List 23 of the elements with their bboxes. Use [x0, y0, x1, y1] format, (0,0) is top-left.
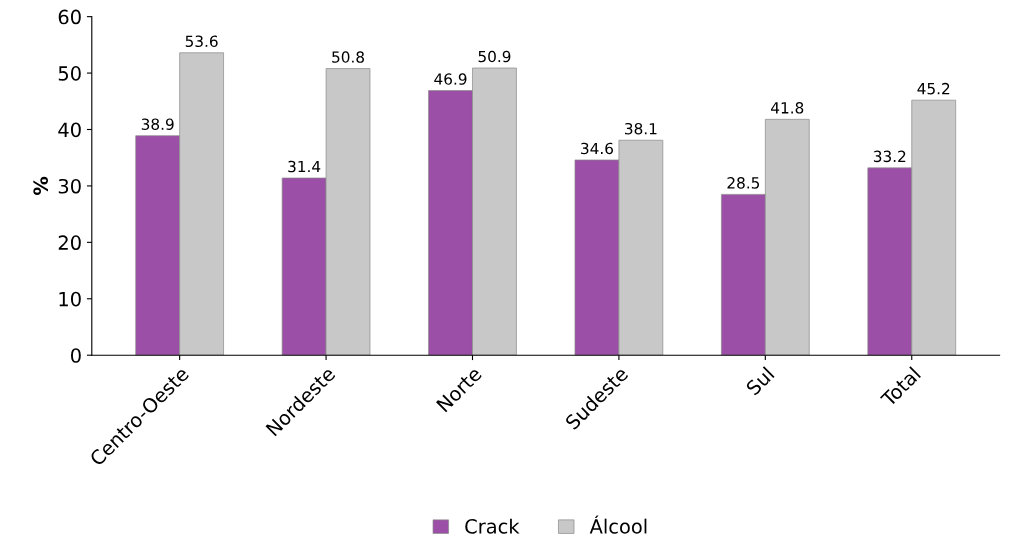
data-label: 46.9 — [434, 73, 467, 85]
y-tick-label: 30 — [58, 178, 81, 194]
data-label: 50.9 — [478, 50, 511, 63]
y-tick-label: 0 — [70, 348, 81, 363]
y-tick-label: 50 — [58, 66, 81, 81]
y-tick-label: 40 — [58, 122, 81, 138]
legend-label: Álcool — [589, 515, 647, 534]
y-tick-label: 10 — [59, 291, 81, 307]
data-label: 38.1 — [625, 122, 657, 135]
data-label: 38.9 — [141, 118, 174, 130]
legend-label: Crack — [465, 518, 520, 534]
data-label: 50.8 — [332, 51, 364, 63]
y-axis-title: % — [33, 176, 49, 196]
data-label: 53.6 — [185, 35, 218, 48]
data-label: 28.5 — [727, 177, 760, 189]
data-label: 31.4 — [288, 160, 321, 173]
y-tick-label: 20 — [58, 235, 81, 251]
y-tick-label: 60 — [58, 9, 81, 25]
x-tick-label: Sul — [744, 366, 775, 396]
data-label: 41.8 — [771, 102, 804, 114]
data-label: 45.2 — [917, 82, 950, 95]
data-label: 34.6 — [581, 142, 613, 155]
data-label: 33.2 — [873, 150, 906, 163]
